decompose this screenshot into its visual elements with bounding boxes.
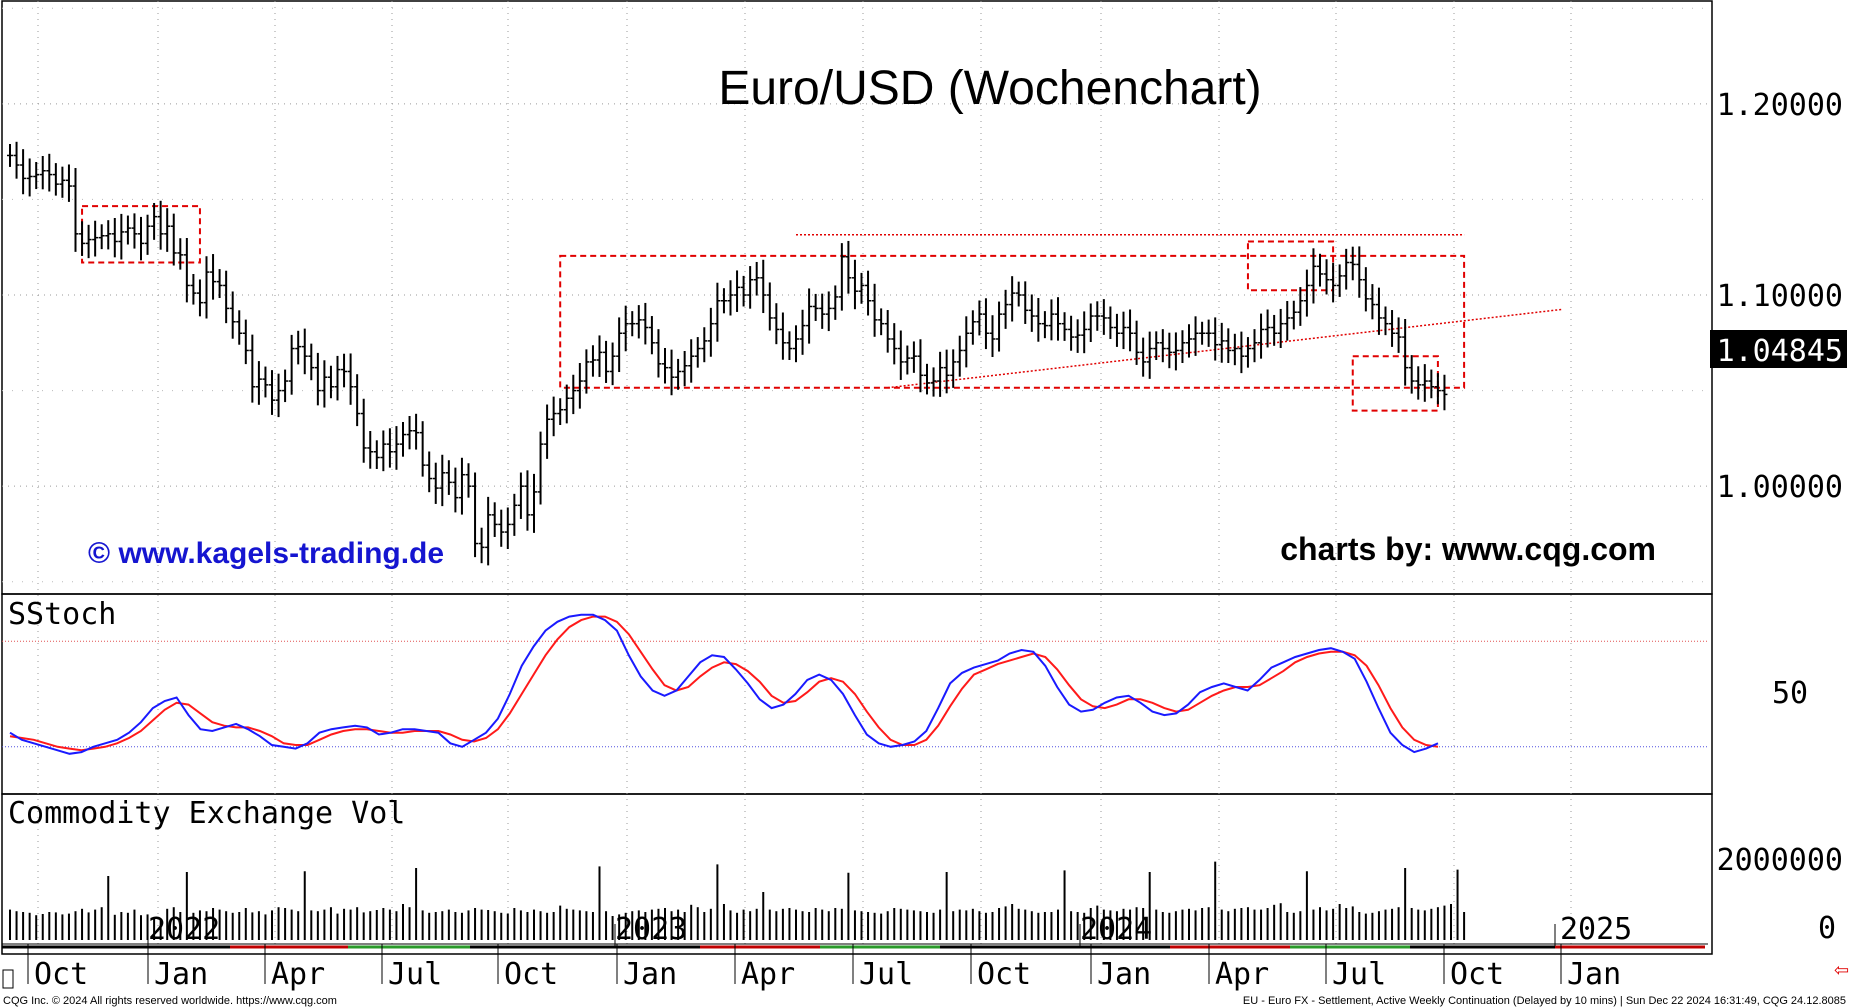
- footer-left: CQG Inc. © 2024 All rights reserved worl…: [3, 995, 337, 1007]
- month-label: Jan: [1567, 957, 1621, 992]
- price-axis: 1.20000 1.10000 1.00000: [1717, 88, 1843, 505]
- volume-panel-frame: [1, 793, 1713, 955]
- month-label: Jan: [623, 957, 677, 992]
- last-price-badge: [1710, 330, 1847, 368]
- volume-tick-2000000: 2000000: [1717, 843, 1843, 878]
- volume-panel-title: Commodity Exchange Vol: [8, 796, 405, 831]
- month-label: Apr: [271, 957, 325, 992]
- month-label: Apr: [1215, 957, 1269, 992]
- month-label: Oct: [504, 957, 558, 992]
- stoch-d-line: [9, 615, 1439, 752]
- last-price-label: 1.04845: [1717, 334, 1843, 369]
- price-tick-label: 1.20000: [1717, 88, 1843, 123]
- month-label: Jan: [154, 957, 208, 992]
- watermark-right: charts by: www.cqg.com: [1280, 531, 1656, 567]
- volume-tick-0: 0: [1818, 911, 1836, 946]
- month-label: Oct: [1450, 957, 1504, 992]
- watermark-left: © www.kagels-trading.de: [88, 537, 444, 570]
- stoch-tick-50: 50: [1772, 676, 1808, 711]
- price-tick-label: 1.10000: [1717, 279, 1843, 314]
- annotation-box: [559, 254, 1466, 389]
- month-label: Oct: [34, 957, 88, 992]
- arrow-left-icon[interactable]: ⇦: [1834, 960, 1849, 980]
- price-tick-label: 1.00000: [1717, 470, 1843, 505]
- stoch-k-line: [9, 613, 1439, 755]
- footer-right: EU - Euro FX - Settlement, Active Weekly…: [1243, 995, 1846, 1007]
- year-label: 2025: [1560, 912, 1632, 947]
- month-label: Jul: [1332, 957, 1386, 992]
- month-label: Jul: [859, 957, 913, 992]
- stoch-panel-frame: [1, 593, 1713, 795]
- volume-bars: [9, 861, 1466, 940]
- annotation-box: [1246, 240, 1335, 292]
- month-label: Oct: [977, 957, 1031, 992]
- price-bars: [7, 141, 1448, 566]
- scroll-handle[interactable]: [2, 969, 14, 989]
- annotation-line: [887, 308, 1563, 389]
- year-label: 2022: [148, 912, 220, 947]
- month-label: Jan: [1097, 957, 1151, 992]
- month-label: Jul: [388, 957, 442, 992]
- month-label: Apr: [741, 957, 795, 992]
- stoch-panel-title: SStoch: [8, 597, 116, 632]
- chart-title: Euro/USD (Wochenchart): [718, 62, 1261, 115]
